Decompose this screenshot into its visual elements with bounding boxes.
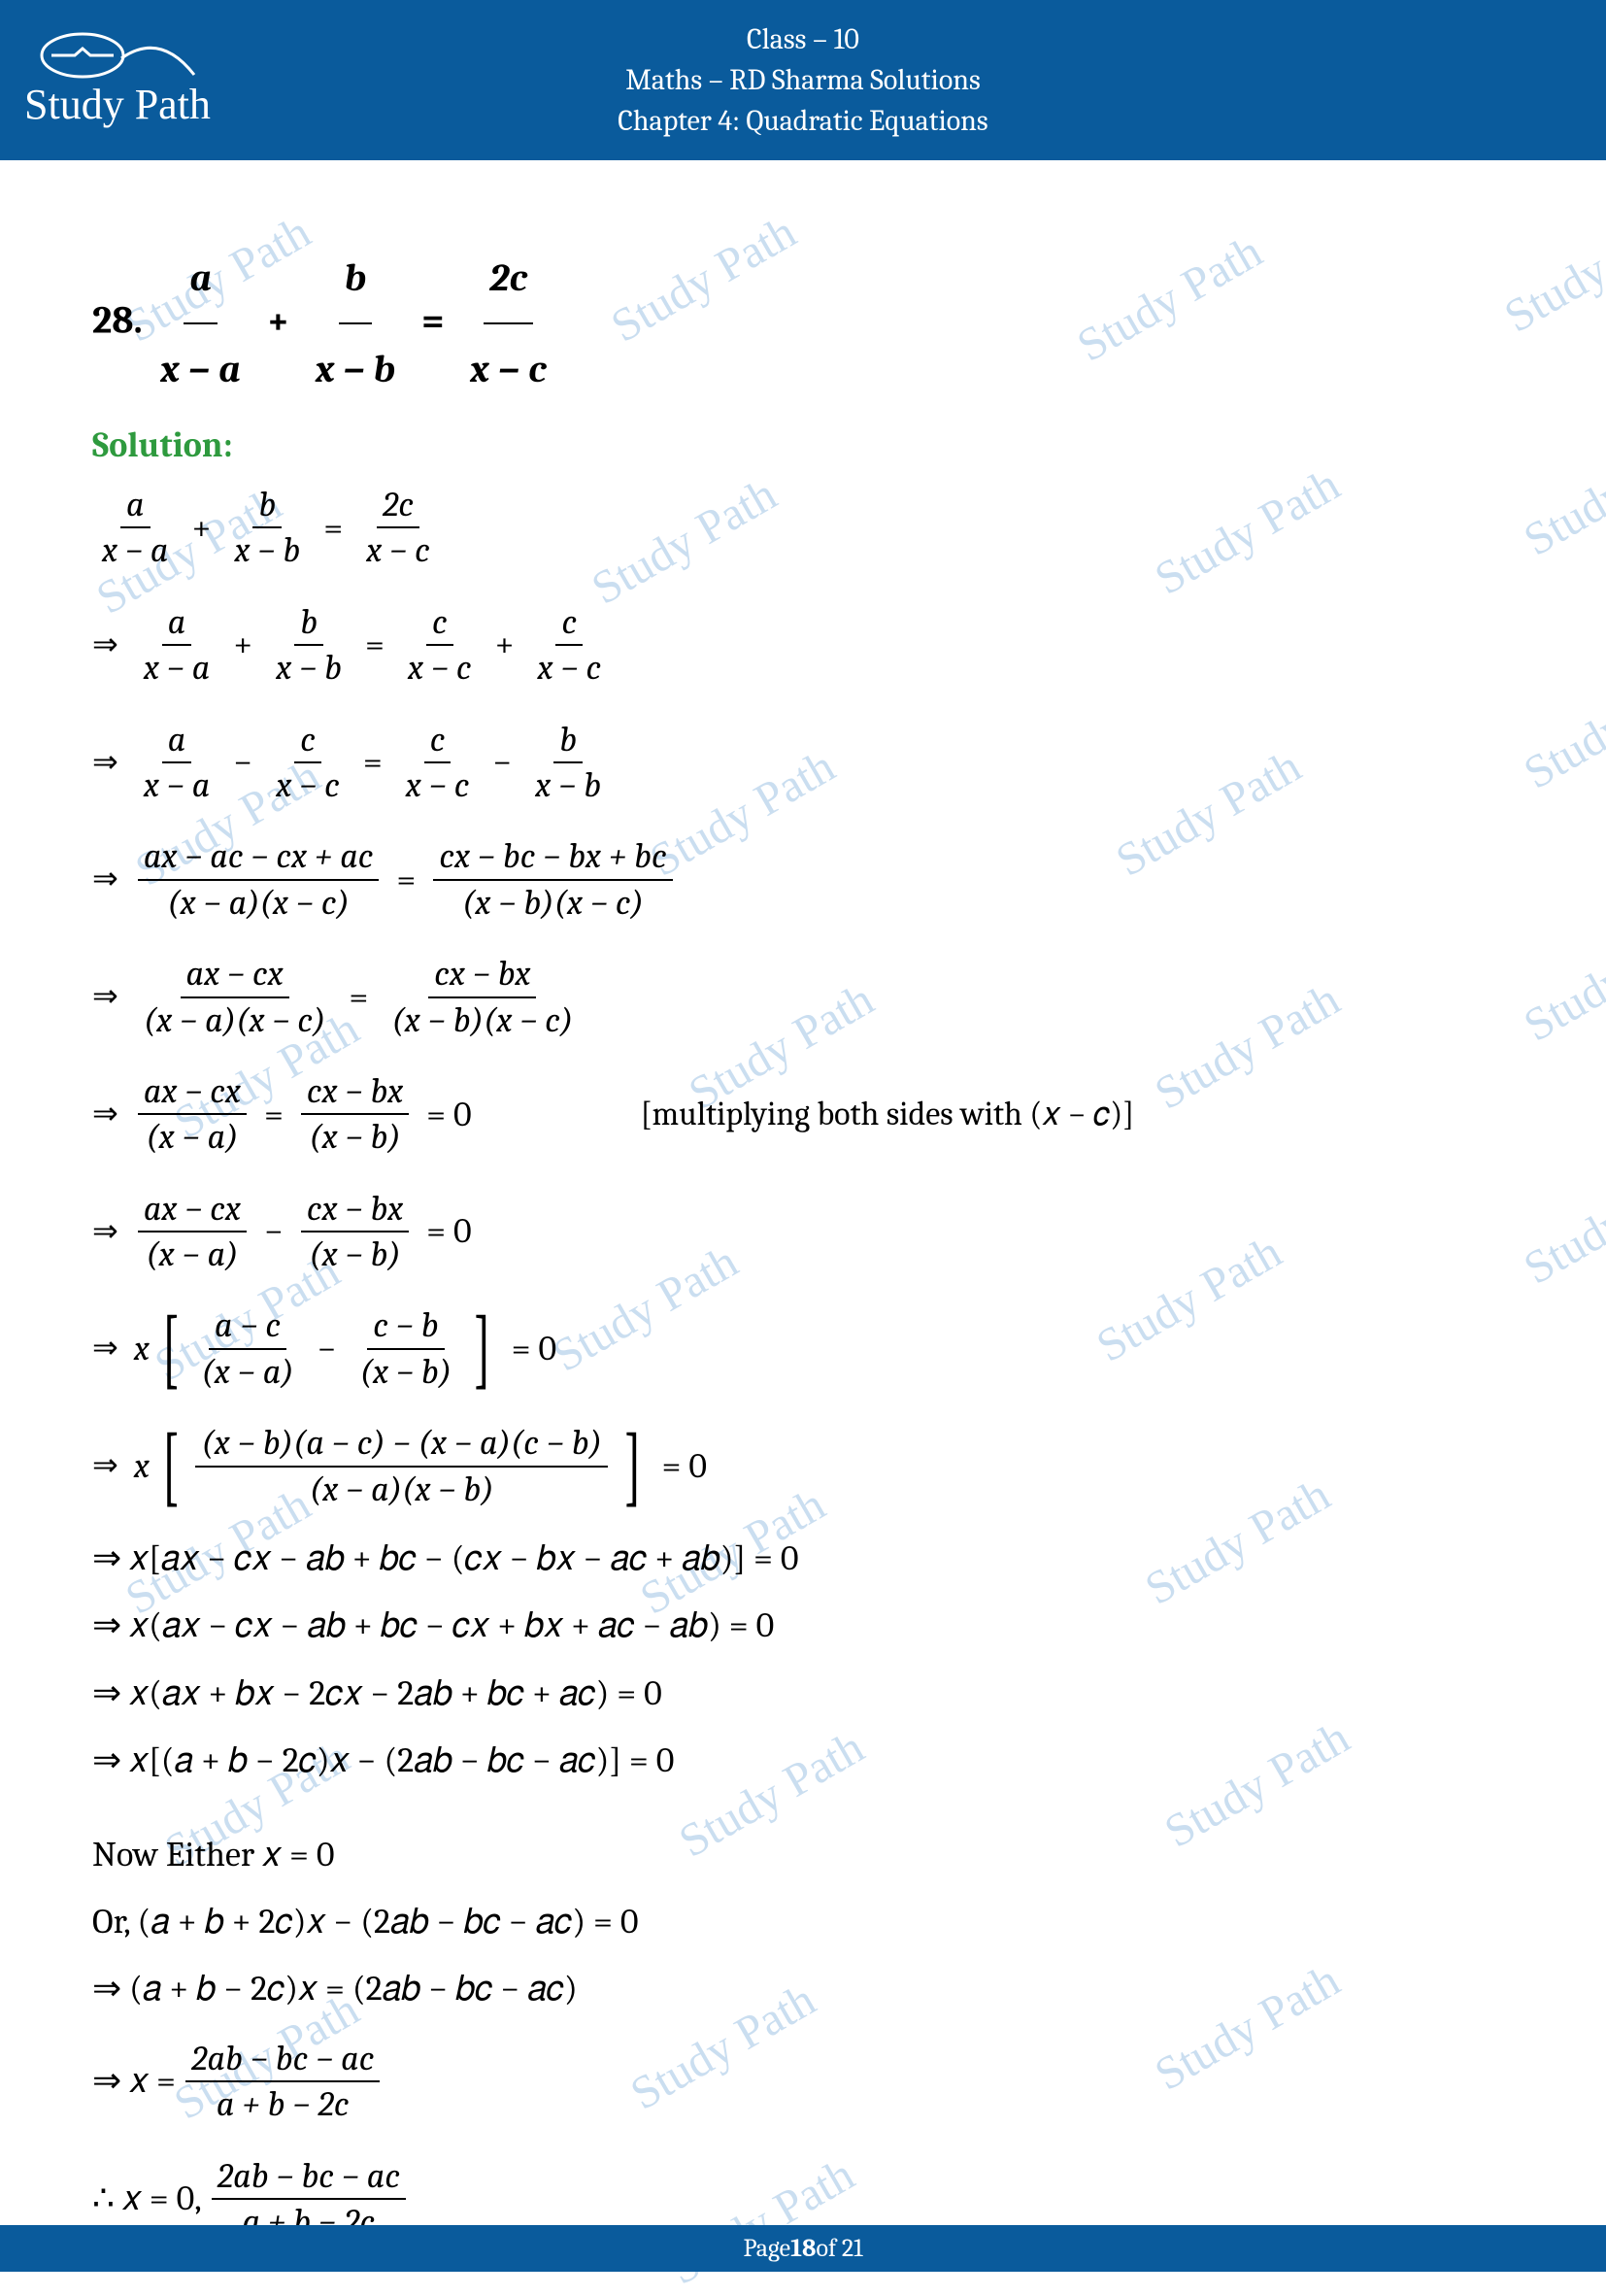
step-12: ⇒ 𝑥(𝑎𝑥 + 𝑏𝑥 − 2𝑐𝑥 − 2𝑎𝑏 + 𝑏𝑐 + 𝑎𝑐) = 0 — [92, 1673, 1514, 1713]
step-14: Now Either 𝑥 = 0 — [92, 1835, 1514, 1874]
step-4: ⇒ ax − ac − cx + ac(x − a)(x − c) = cx −… — [92, 834, 1514, 925]
content-area: 28. ax − a + bx − b = 2cx − c Solution: … — [92, 204, 1514, 2194]
footer-page-number: 18 — [790, 2234, 816, 2263]
page-footer: Page 18 of 21 — [0, 2225, 1606, 2272]
step-15: Or, (𝑎 + 𝑏 + 2𝑐)𝑥 − (2𝑎𝑏 − 𝑏𝑐 − 𝑎𝑐) = 0 — [92, 1902, 1514, 1941]
study-path-logo: Study Path — [24, 21, 218, 138]
step-2: ⇒ ax − a + bx − b = cx − c + cx − c — [92, 600, 1514, 691]
step-1: ax − a + bx − b = 2cx − c — [92, 483, 1514, 573]
step-6: ⇒ ax − cx(x − a) = cx − bx(x − b) = 0 [m… — [92, 1069, 1514, 1160]
step-8: ⇒ x [ a − c(x − a) − c − b(x − b) ] = 0 — [92, 1303, 1514, 1394]
watermark: Study Path — [1515, 1147, 1606, 1295]
step-6-note: [multiplying both sides with (𝑥 − 𝑐)] — [641, 1096, 1135, 1133]
footer-suffix: of 21 — [817, 2234, 863, 2263]
header-class: Class – 10 — [747, 19, 859, 60]
step-3: ⇒ ax − a − cx − c = cx − c − bx − b — [92, 718, 1514, 808]
problem-statement: 28. ax − a + bx − b = 2cx − c — [92, 233, 1514, 414]
step-11: ⇒ 𝑥(𝑎𝑥 − 𝑐𝑥 − 𝑎𝑏 + 𝑏𝑐 − 𝑐𝑥 + 𝑏𝑥 + 𝑎𝑐 − 𝑎… — [92, 1605, 1514, 1645]
watermark: Study Path — [1515, 652, 1606, 799]
page-header: Study Path Class – 10 Maths – RD Sharma … — [0, 0, 1606, 160]
step-9: ⇒ x [ (x − b)(a − c) − (x − a)(c − b)(x … — [92, 1421, 1514, 1511]
step-13: ⇒ 𝑥[(𝑎 + 𝑏 − 2𝑐)𝑥 − (2𝑎𝑏 − 𝑏𝑐 − 𝑎𝑐)] = 0 — [92, 1740, 1514, 1780]
step-16: ⇒ (𝑎 + 𝑏 − 2𝑐)𝑥 = (2𝑎𝑏 − 𝑏𝑐 − 𝑎𝑐) — [92, 1969, 1514, 2009]
watermark: Study Path — [1515, 904, 1606, 1052]
header-subject: Maths – RD Sharma Solutions — [625, 60, 981, 101]
svg-text:Study Path: Study Path — [24, 81, 211, 128]
step-7: ⇒ ax − cx(x − a) − cx − bx(x − b) = 0 — [92, 1187, 1514, 1277]
watermark: Study Path — [1515, 419, 1606, 566]
step-17: ⇒ 𝑥 = 2ab − bc − aca + b − 2c — [92, 2037, 1514, 2127]
header-chapter: Chapter 4: Quadratic Equations — [618, 101, 987, 142]
footer-prefix: Page — [743, 2234, 790, 2263]
solution-label: Solution: — [92, 425, 1514, 465]
step-5: ⇒ ax − cx(x − a)(x − c) = cx − bx(x − b)… — [92, 952, 1514, 1042]
step-10: ⇒ 𝑥[𝑎𝑥 − 𝑐𝑥 − 𝑎𝑏 + 𝑏𝑐 − (𝑐𝑥 − 𝑏𝑥 − 𝑎𝑐 + … — [92, 1538, 1514, 1578]
